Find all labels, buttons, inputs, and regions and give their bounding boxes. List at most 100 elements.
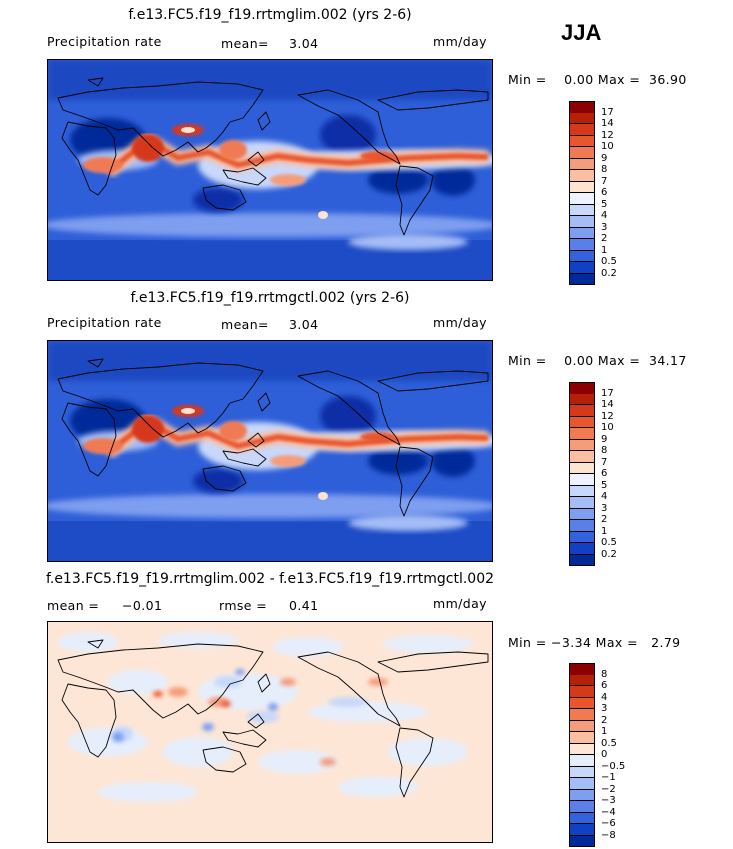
- panel1-title: f.e13.FC5.f19_f19.rrtmglim.002 (yrs 2-6): [128, 7, 412, 23]
- colorbar-tick-label: 9: [601, 433, 608, 445]
- colorbar-tick-label: −0.5: [601, 760, 626, 772]
- colorbar-segment: [569, 393, 595, 405]
- colorbar-segment: [569, 801, 595, 813]
- colorbar-segment: [569, 789, 595, 801]
- colorbar-tick-label: 12: [601, 410, 614, 422]
- colorbar-tick-label: 0.2: [601, 548, 617, 560]
- colorbar-segment: [569, 835, 595, 847]
- colorbar-segment: [569, 674, 595, 686]
- colorbar-segment: [569, 743, 595, 755]
- panel3-range: Min = −3.34 Max = 2.79: [508, 635, 681, 650]
- colorbar-segment: [569, 227, 595, 239]
- colorbar-segment: [569, 732, 595, 744]
- panel2-units: mm/day: [433, 315, 487, 330]
- colorbar-segment: [569, 485, 595, 497]
- panel1-units: mm/day: [433, 34, 487, 49]
- colorbar-segment: [569, 824, 595, 836]
- colorbar-tick-label: 10: [601, 141, 614, 152]
- precip-field: [48, 60, 492, 280]
- colorbar-tick-label: −8: [601, 829, 616, 841]
- diff-field: [48, 622, 492, 842]
- colorbar-segment: [569, 216, 595, 228]
- colorbar-segment: [569, 250, 595, 262]
- panel1-map-svg: [48, 60, 492, 280]
- colorbar-segment: [569, 709, 595, 721]
- panel3-title: f.e13.FC5.f19_f19.rrtmglim.002 - f.e13.F…: [45, 571, 495, 587]
- panel3-mean-value: −0.01: [122, 598, 163, 613]
- colorbar-tick-label: 5: [601, 479, 608, 491]
- coastlines: [57, 77, 489, 236]
- colorbar-segment: [569, 554, 595, 566]
- panel3-map: [47, 621, 493, 843]
- coastlines: [57, 639, 489, 798]
- colorbar-tick-label: 10: [601, 422, 614, 433]
- panel3-rmse-label: rmse =: [219, 598, 268, 613]
- panel3-units: mm/day: [433, 596, 487, 611]
- colorbar-tick-label: 4: [601, 210, 608, 221]
- colorbar-tick-label: 5: [601, 198, 608, 210]
- colorbar-segment: [569, 124, 595, 136]
- panel1-mean-label: mean=: [221, 36, 269, 51]
- colorbar-tick-label: 7: [601, 175, 608, 187]
- colorbar-segment: [569, 451, 595, 463]
- colorbar-segment: [569, 697, 595, 709]
- colorbar-tick-label: 0.5: [601, 537, 617, 548]
- panel3-rmse-value: 0.41: [289, 598, 319, 613]
- colorbar-segment: [569, 262, 595, 274]
- colorbar-tick-label: 3: [601, 502, 608, 514]
- colorbar-segment: [569, 462, 595, 474]
- panel2-title: f.e13.FC5.f19_f19.rrtmgctl.002 (yrs 2-6): [130, 290, 410, 306]
- panel2-mean-label: mean=: [221, 317, 269, 332]
- colorbar-segment: [569, 405, 595, 417]
- panel2-range: Min = 0.00 Max = 34.17: [508, 353, 687, 368]
- colorbar-segment: [569, 720, 595, 732]
- colorbar-tick-label: −2: [601, 783, 616, 795]
- colorbar-tick-label: −6: [601, 818, 616, 829]
- coastlines: [57, 358, 489, 517]
- colorbar-tick-label: 0.5: [601, 256, 617, 267]
- colorbar-tick-label: 2: [601, 514, 608, 525]
- colorbar-segment: [569, 193, 595, 205]
- colorbar-tick-label: 7: [601, 456, 608, 468]
- colorbar-segment: [569, 497, 595, 509]
- panel1-map: [47, 59, 493, 281]
- colorbar-segment: [569, 508, 595, 520]
- colorbar-tick-label: 1: [601, 726, 608, 737]
- colorbar-segment: [569, 239, 595, 251]
- colorbar-segment: [569, 204, 595, 216]
- colorbar-tick-label: 17: [601, 387, 614, 399]
- colorbar-tick-label: 6: [601, 680, 608, 691]
- colorbar-segment: [569, 778, 595, 790]
- colorbar-tick-label: 2: [601, 714, 608, 726]
- colorbar-tick-label: −1: [601, 772, 616, 783]
- colorbar-segment: [569, 181, 595, 193]
- colorbar-tick-label: 4: [601, 691, 608, 703]
- colorbar-tick-label: 14: [601, 399, 614, 410]
- colorbar-segment: [569, 474, 595, 486]
- panel2-variable-label: Precipitation rate: [47, 315, 162, 330]
- colorbar-tick-label: 1: [601, 525, 608, 537]
- colorbar-tick-label: −4: [601, 806, 616, 818]
- colorbar-segment: [569, 755, 595, 767]
- colorbar-tick-label: 8: [601, 164, 608, 175]
- colorbar-segment: [569, 112, 595, 124]
- panel3-map-svg: [48, 622, 492, 842]
- colorbar-tick-label: 8: [601, 668, 608, 680]
- colorbar-tick-label: 1: [601, 244, 608, 256]
- colorbar-tick-label: 6: [601, 468, 608, 479]
- colorbar-segment: [569, 416, 595, 428]
- colorbar-tick-label: 0.5: [601, 737, 617, 749]
- panel1-variable-label: Precipitation rate: [47, 34, 162, 49]
- colorbar-tick-label: 4: [601, 491, 608, 502]
- colorbar-tick-label: 6: [601, 187, 608, 198]
- colorbar-segment: [569, 273, 595, 285]
- colorbar-segment: [569, 543, 595, 555]
- colorbar-segment: [569, 147, 595, 159]
- panel3-mean-label: mean =: [47, 598, 100, 613]
- colorbar-segment: [569, 531, 595, 543]
- colorbar-tick-label: −3: [601, 795, 616, 806]
- season-label: JJA: [561, 20, 602, 45]
- colorbar-segment: [569, 766, 595, 778]
- colorbar-segment: [569, 170, 595, 182]
- colorbar-tick-label: 14: [601, 118, 614, 129]
